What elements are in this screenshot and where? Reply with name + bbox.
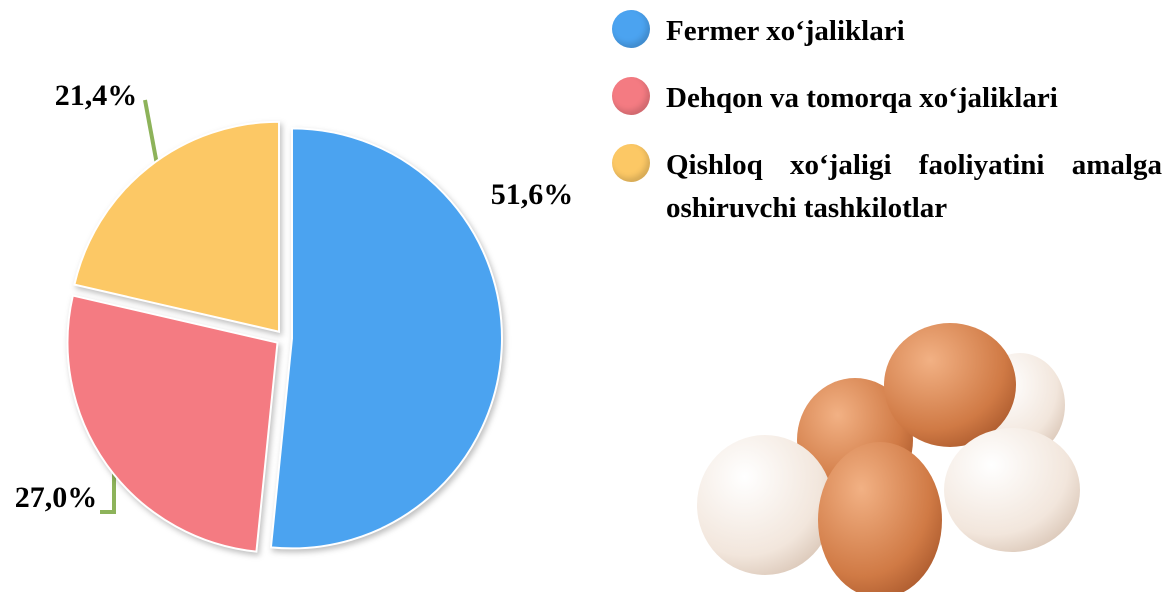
egg [884, 323, 1016, 447]
legend-label: Qishloq xo‘jaligi faoliyatini amalga osh… [666, 149, 1162, 224]
legend-swatch [612, 10, 650, 48]
legend-label: Fermer xo‘jaliklari [666, 15, 905, 47]
legend-item: Dehqon va tomorqa xo‘jaliklari [612, 77, 1162, 120]
pie-slice [73, 120, 281, 333]
data-label: 21,4% [55, 79, 138, 112]
eggs-illustration [697, 323, 1080, 592]
data-label: 27,0% [15, 481, 98, 514]
egg [818, 442, 942, 592]
leader-line [100, 462, 116, 514]
legend-label: Dehqon va tomorqa xo‘jaliklari [666, 82, 1058, 114]
pie-slice [66, 294, 279, 553]
data-label: 51,6% [491, 178, 574, 211]
leader-line [143, 99, 160, 171]
legend-swatch [612, 77, 650, 115]
legend-item: Qishloq xo‘jaligi faoliyatini amalga osh… [612, 144, 1162, 230]
legend-swatch [612, 144, 650, 182]
pie-slice [269, 127, 503, 550]
legend: Fermer xo‘jaliklari Dehqon va tomorqa xo‘… [612, 10, 1162, 254]
legend-item: Fermer xo‘jaliklari [612, 10, 1162, 53]
egg [697, 435, 833, 575]
egg [944, 428, 1080, 552]
